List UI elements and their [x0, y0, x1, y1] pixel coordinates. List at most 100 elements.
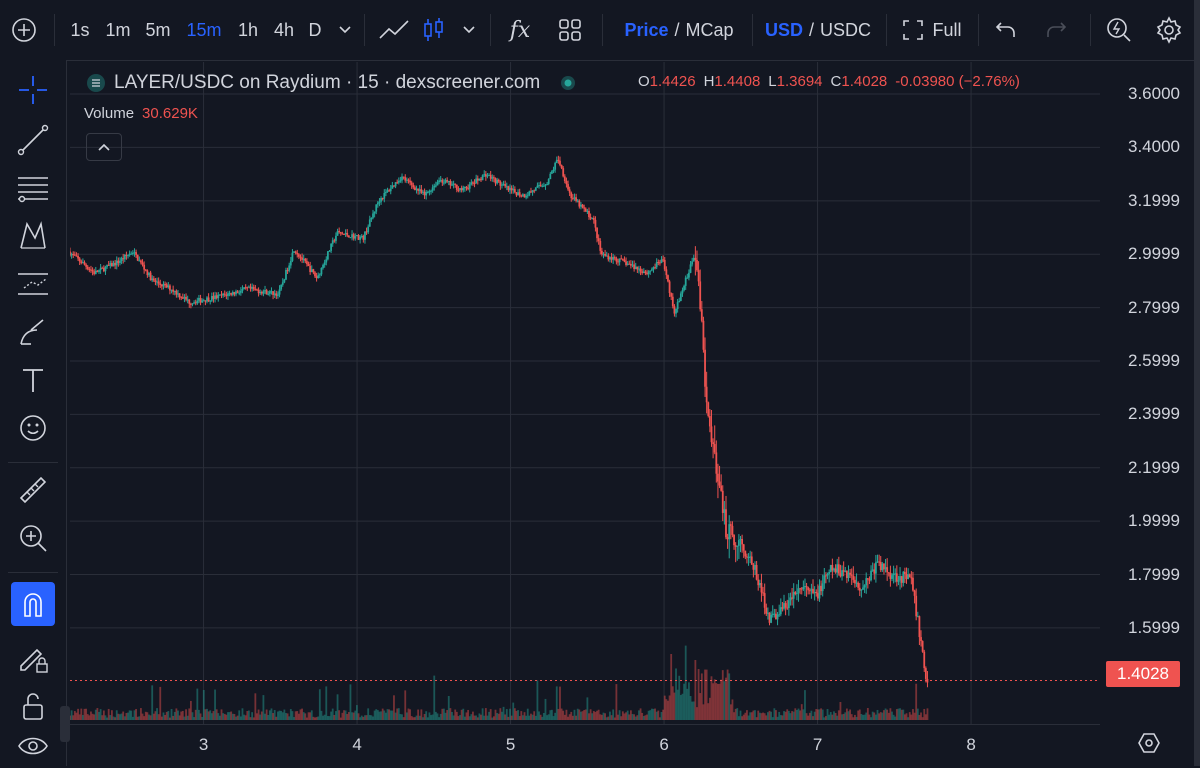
candle-body [248, 286, 250, 288]
volume-bar [352, 712, 355, 720]
plus-circle-icon [12, 18, 36, 42]
volume-bar [70, 710, 73, 720]
add-symbol-button[interactable] [6, 0, 42, 60]
volume-bar [862, 714, 864, 720]
fib-tool[interactable] [11, 166, 55, 210]
volume-bar [222, 713, 225, 720]
line-chart-type-button[interactable] [374, 0, 414, 60]
price-chart[interactable] [70, 62, 1100, 724]
candle-body [728, 524, 731, 540]
volume-bar [752, 710, 755, 720]
layout-button[interactable] [552, 0, 588, 60]
candle-body [94, 270, 97, 274]
time-axis[interactable]: 3 4 5 6 7 8 [70, 724, 1100, 767]
mcap-option[interactable]: MCap [685, 19, 734, 40]
usd-option[interactable]: USD [764, 19, 803, 40]
candle-body [431, 187, 434, 191]
candle-body [364, 231, 366, 240]
candle-body [613, 257, 616, 259]
zoom-tool[interactable] [11, 516, 55, 560]
trend-line-tool[interactable] [11, 118, 55, 162]
candle-body [151, 278, 154, 281]
volume-bar [600, 714, 603, 720]
price-mcap-toggle[interactable]: Price / MCap [624, 19, 734, 40]
brush-tool[interactable] [11, 310, 55, 354]
volume-bar [315, 717, 318, 720]
candles-chart-type-button[interactable] [418, 0, 450, 60]
crosshair-tool[interactable] [11, 68, 55, 112]
interval-1h[interactable]: 1h [237, 19, 259, 40]
currency-toggle[interactable]: USD / USDC [764, 19, 872, 40]
candle-body [444, 180, 447, 183]
volume-bar [881, 712, 884, 720]
magnet-tool[interactable] [11, 582, 55, 626]
candle-body [244, 287, 247, 289]
candle-body [897, 580, 900, 582]
usdc-option[interactable]: USDC [820, 19, 872, 40]
interval-5m[interactable]: 5m [145, 19, 171, 40]
fullscreen-button[interactable]: Full [896, 0, 968, 60]
volume-bar [586, 697, 589, 720]
lock-drawings-tool[interactable] [11, 636, 55, 680]
interval-1s[interactable]: 1s [70, 19, 90, 40]
quick-search-button[interactable] [1102, 0, 1136, 60]
volume-bar [726, 669, 729, 720]
volume-bar [233, 713, 236, 720]
price-axis[interactable]: 3.6000 3.4000 3.1999 2.9999 2.7999 2.5999 2.39… [1100, 62, 1194, 724]
toolbar-divider [602, 14, 603, 46]
settings-button[interactable] [1152, 0, 1186, 60]
candle-body [870, 570, 872, 581]
volume-bar [223, 713, 226, 720]
candle-body [866, 578, 869, 580]
interval-15m[interactable]: 15m [186, 19, 222, 40]
pattern-tool[interactable] [11, 214, 55, 258]
candle-body [629, 263, 632, 266]
text-tool[interactable] [11, 358, 55, 402]
collapse-legend-button[interactable] [86, 133, 122, 161]
toolbar-collapse-handle[interactable] [60, 706, 70, 742]
candle-body [272, 291, 274, 295]
lock-all-tool[interactable] [11, 684, 55, 728]
candle-body [784, 603, 787, 608]
volume-bar [285, 713, 287, 720]
emoji-tool[interactable] [11, 406, 55, 450]
forecast-tool[interactable] [11, 262, 55, 306]
candle-body [125, 254, 128, 256]
candle-body [665, 269, 668, 276]
candle-body [283, 279, 286, 283]
volume-bar [905, 713, 908, 720]
candle-body [538, 185, 540, 187]
candle-body [736, 545, 739, 547]
volume-bar [220, 709, 223, 720]
indicators-button[interactable]: fx [500, 0, 540, 60]
redo-button[interactable] [1040, 0, 1072, 60]
volume-bar [775, 710, 777, 720]
volume-bar [133, 710, 136, 720]
candle-body [309, 265, 312, 273]
candle-body [201, 300, 204, 303]
interval-d[interactable]: D [308, 19, 322, 40]
chart-type-dropdown[interactable] [458, 0, 480, 60]
measure-tool[interactable] [11, 468, 55, 512]
undo-button[interactable] [990, 0, 1022, 60]
volume-bar [122, 711, 125, 720]
candle-body [783, 603, 785, 609]
volume-bar [83, 708, 86, 720]
ruler-icon [19, 476, 47, 504]
interval-1m[interactable]: 1m [105, 19, 131, 40]
volume-bar [621, 711, 624, 720]
hide-drawings-tool[interactable] [11, 724, 55, 768]
interval-dropdown[interactable] [334, 0, 356, 60]
interval-4h[interactable]: 4h [273, 19, 295, 40]
volume-bar [559, 686, 561, 720]
price-option[interactable]: Price [624, 19, 669, 40]
high-value: 1.4408 [714, 73, 761, 90]
chart-settings-button[interactable] [1134, 728, 1164, 758]
candle-body [746, 556, 748, 558]
status-dot-icon [561, 76, 576, 90]
candle-body [634, 266, 637, 270]
volume-bar [217, 713, 220, 720]
candle-body [718, 481, 721, 486]
volume-bar [365, 715, 368, 720]
price-tick-label: 3.6000 [1128, 84, 1180, 104]
